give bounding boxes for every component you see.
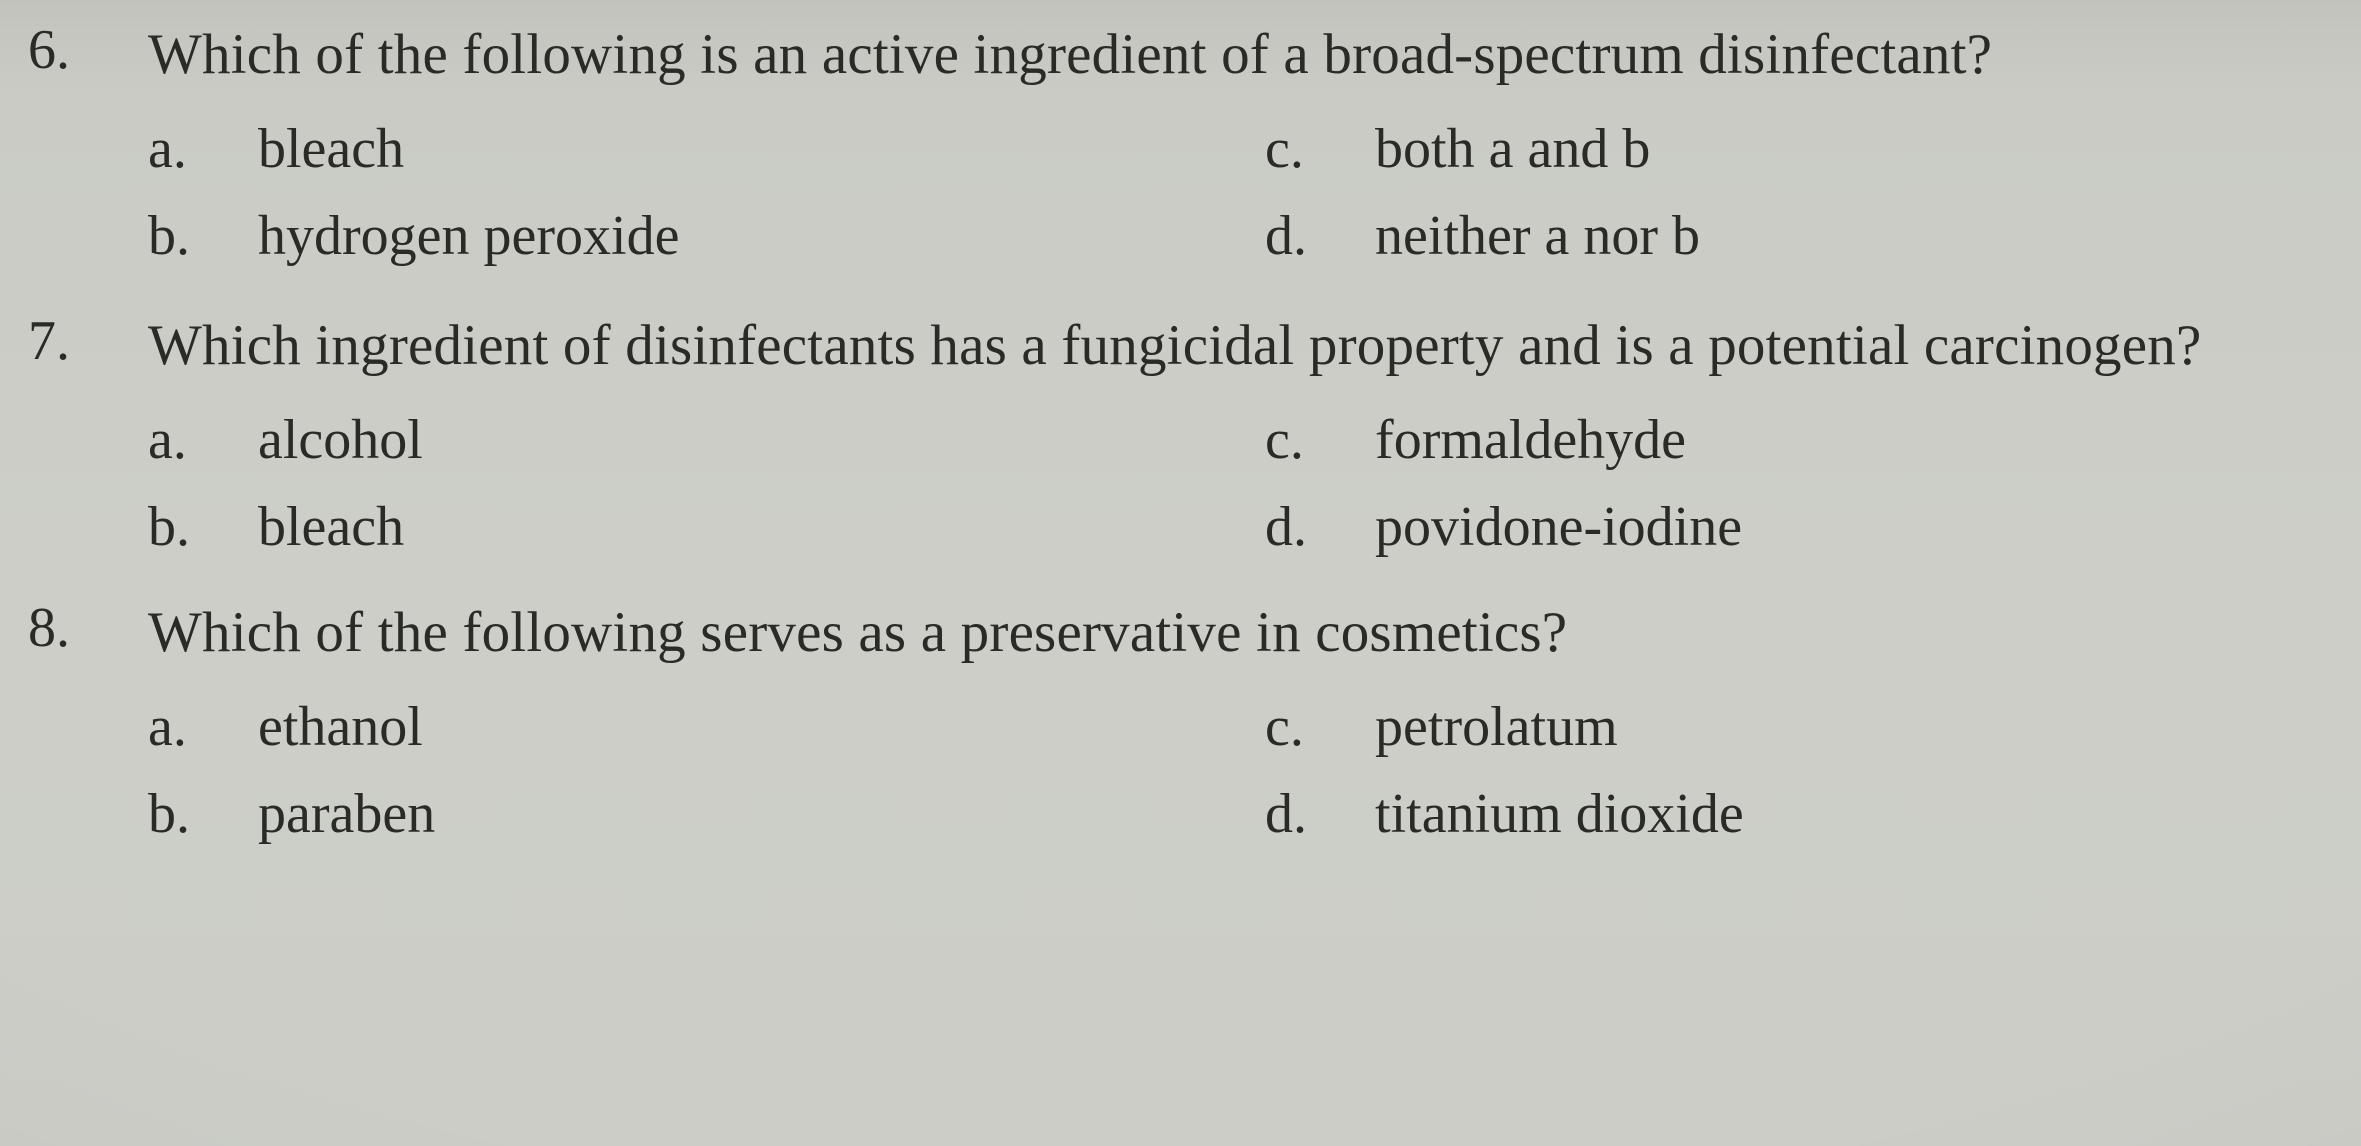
option-text: formaldehyde bbox=[1375, 400, 2321, 481]
question-6: 6. Which of the following is an active i… bbox=[20, 0, 2321, 277]
question-8-option-b: b. paraben bbox=[148, 774, 1225, 855]
question-6-option-c: c. both a and b bbox=[1265, 109, 2321, 190]
question-7-options: a. alcohol c. formaldehyde b. bleach d. … bbox=[148, 400, 2321, 568]
question-7-number: 7. bbox=[20, 307, 148, 373]
option-letter: d. bbox=[1265, 196, 1375, 277]
question-8-stem: Which of the following serves as a prese… bbox=[148, 594, 2321, 673]
option-letter: d. bbox=[1265, 487, 1375, 568]
option-letter: c. bbox=[1265, 687, 1375, 768]
option-text: petrolatum bbox=[1375, 687, 2321, 768]
option-text: povidone-iodine bbox=[1375, 487, 2321, 568]
option-letter: b. bbox=[148, 196, 258, 277]
question-7-option-a: a. alcohol bbox=[148, 400, 1225, 481]
question-8-option-d: d. titanium dioxide bbox=[1265, 774, 2321, 855]
option-letter: c. bbox=[1265, 400, 1375, 481]
option-letter: a. bbox=[148, 687, 258, 768]
option-text: paraben bbox=[258, 774, 1225, 855]
option-letter: b. bbox=[148, 487, 258, 568]
question-6-option-b: b. hydrogen peroxide bbox=[148, 196, 1225, 277]
option-text: both a and b bbox=[1375, 109, 2321, 190]
question-7-option-d: d. povidone-iodine bbox=[1265, 487, 2321, 568]
option-text: hydrogen peroxide bbox=[258, 196, 1225, 277]
question-8-option-a: a. ethanol bbox=[148, 687, 1225, 768]
option-text: neither a nor b bbox=[1375, 196, 2321, 277]
question-7-option-c: c. formaldehyde bbox=[1265, 400, 2321, 481]
question-6-number: 6. bbox=[20, 16, 148, 82]
option-letter: c. bbox=[1265, 109, 1375, 190]
option-text: ethanol bbox=[258, 687, 1225, 768]
question-7-stem: Which ingredient of disinfectants has a … bbox=[148, 307, 2321, 386]
question-6-option-a: a. bleach bbox=[148, 109, 1225, 190]
question-8-options: a. ethanol c. petrolatum b. paraben d. t… bbox=[148, 687, 2321, 855]
option-text: alcohol bbox=[258, 400, 1225, 481]
option-text: titanium dioxide bbox=[1375, 774, 2321, 855]
question-8-number: 8. bbox=[20, 594, 148, 660]
question-6-stem: Which of the following is an active ingr… bbox=[148, 16, 2321, 95]
question-6-option-d: d. neither a nor b bbox=[1265, 196, 2321, 277]
question-7-option-b: b. bleach bbox=[148, 487, 1225, 568]
option-text: bleach bbox=[258, 109, 1225, 190]
question-7-body: Which ingredient of disinfectants has a … bbox=[148, 307, 2321, 568]
option-letter: a. bbox=[148, 400, 258, 481]
option-letter: d. bbox=[1265, 774, 1375, 855]
option-letter: a. bbox=[148, 109, 258, 190]
question-6-body: Which of the following is an active ingr… bbox=[148, 16, 2321, 277]
option-letter: b. bbox=[148, 774, 258, 855]
question-7: 7. Which ingredient of disinfectants has… bbox=[20, 277, 2321, 568]
option-text: bleach bbox=[258, 487, 1225, 568]
worksheet-page: 6. Which of the following is an active i… bbox=[0, 0, 2361, 1146]
question-8: 8. Which of the following serves as a pr… bbox=[20, 568, 2321, 855]
question-6-options: a. bleach c. both a and b b. hydrogen pe… bbox=[148, 109, 2321, 277]
question-8-body: Which of the following serves as a prese… bbox=[148, 594, 2321, 855]
question-8-option-c: c. petrolatum bbox=[1265, 687, 2321, 768]
